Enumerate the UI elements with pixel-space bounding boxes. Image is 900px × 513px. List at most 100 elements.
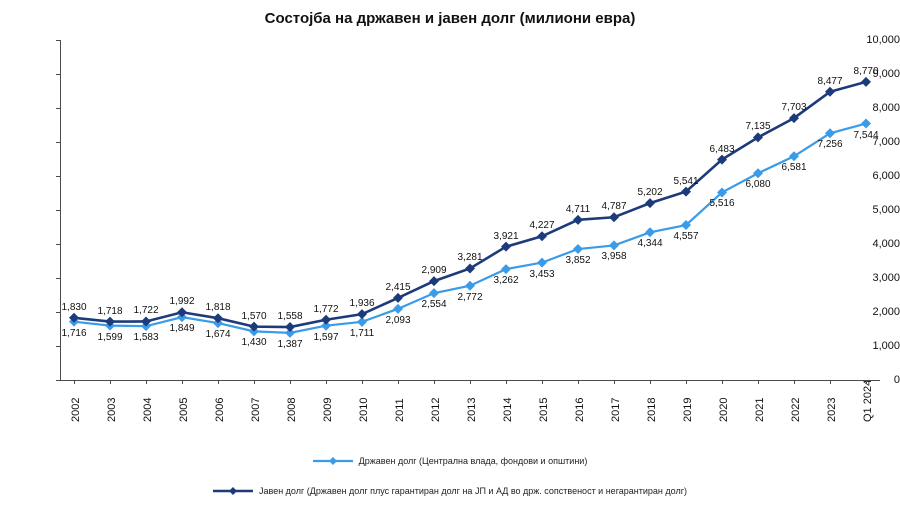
y-tick-label: 5,000	[848, 204, 900, 216]
marker-diamond	[609, 212, 619, 222]
data-label-public_debt: 3,921	[493, 231, 518, 242]
x-tick-label: 2011	[394, 398, 406, 422]
y-tick-label: 10,000	[848, 34, 900, 46]
data-label-government_debt: 1,430	[241, 337, 266, 348]
y-tick-label: 2,000	[848, 306, 900, 318]
data-label-government_debt: 5,516	[709, 198, 734, 209]
data-label-public_debt: 1,718	[97, 306, 122, 317]
x-tick-label: 2019	[682, 398, 694, 422]
data-label-public_debt: 2,909	[421, 265, 446, 276]
data-label-public_debt: 1,772	[313, 304, 338, 315]
x-tick-label: Q1 2024	[862, 380, 874, 422]
x-tick-label: 2021	[754, 398, 766, 422]
marker-diamond	[357, 309, 367, 319]
x-tick-label: 2016	[574, 398, 586, 422]
data-label-public_debt: 6,483	[709, 144, 734, 155]
x-tick-label: 2003	[106, 398, 118, 422]
data-label-government_debt: 4,557	[673, 231, 698, 242]
x-axis-line	[60, 380, 880, 381]
data-label-government_debt: 2,554	[421, 299, 446, 310]
x-tick-label: 2008	[286, 398, 298, 422]
data-label-government_debt: 7,544	[853, 130, 878, 141]
marker-diamond	[573, 244, 583, 254]
y-axis-line	[60, 40, 61, 380]
data-label-public_debt: 5,541	[673, 176, 698, 187]
marker-diamond	[285, 322, 295, 332]
y-tick-label: 8,000	[848, 102, 900, 114]
y-tick-label: 6,000	[848, 170, 900, 182]
marker-diamond	[645, 227, 655, 237]
x-tick-label: 2010	[358, 398, 370, 422]
data-label-government_debt: 3,453	[529, 269, 554, 280]
marker-diamond	[501, 264, 511, 274]
data-label-government_debt: 7,256	[817, 139, 842, 150]
data-label-public_debt: 3,281	[457, 252, 482, 263]
legend-swatch-public	[213, 485, 253, 497]
data-label-public_debt: 1,936	[349, 298, 374, 309]
marker-diamond	[609, 240, 619, 250]
x-tick-label: 2009	[322, 398, 334, 422]
data-label-public_debt: 1,818	[205, 302, 230, 313]
data-label-government_debt: 1,599	[97, 332, 122, 343]
data-label-government_debt: 1,597	[313, 332, 338, 343]
data-label-government_debt: 1,711	[350, 328, 374, 339]
data-label-government_debt: 2,772	[457, 292, 482, 303]
data-label-government_debt: 3,852	[565, 255, 590, 266]
data-label-public_debt: 4,227	[529, 220, 554, 231]
x-tick-label: 2004	[142, 398, 154, 422]
data-label-public_debt: 1,558	[277, 311, 302, 322]
data-label-government_debt: 6,080	[745, 179, 770, 190]
data-label-public_debt: 1,722	[133, 305, 158, 316]
x-tick-label: 2002	[70, 398, 82, 422]
marker-diamond	[573, 215, 583, 225]
data-label-public_debt: 8,477	[817, 76, 842, 87]
x-tick-label: 2017	[610, 398, 622, 422]
y-tick-label: 4,000	[848, 238, 900, 250]
legend-label-government: Државен долг (Централна влада, фондови и…	[359, 456, 588, 466]
data-label-government_debt: 4,344	[637, 238, 662, 249]
marker-diamond	[645, 198, 655, 208]
legend-label-public: Јавен долг (Државен долг плус гарантиран…	[259, 486, 687, 496]
chart-container: Состојба на државен и јавен долг (милион…	[0, 0, 900, 513]
data-label-public_debt: 4,711	[566, 204, 590, 215]
marker-diamond	[321, 315, 331, 325]
data-label-public_debt: 1,570	[241, 311, 266, 322]
x-tick-label: 2007	[250, 398, 262, 422]
data-label-government_debt: 3,262	[493, 275, 518, 286]
data-label-government_debt: 3,958	[601, 251, 626, 262]
data-label-public_debt: 4,787	[601, 201, 626, 212]
legend-row-2: Јавен долг (Државен долг плус гарантиран…	[0, 485, 900, 499]
data-label-public_debt: 8,770	[853, 66, 878, 77]
marker-diamond	[753, 168, 763, 178]
data-label-government_debt: 2,093	[385, 315, 410, 326]
marker-diamond	[537, 258, 547, 268]
marker-diamond	[861, 119, 871, 129]
data-label-public_debt: 1,830	[61, 302, 86, 313]
legend-swatch-government	[313, 455, 353, 467]
marker-diamond	[393, 293, 403, 303]
marker-diamond	[429, 276, 439, 286]
x-tick-label: 2014	[502, 398, 514, 422]
chart-title: Состојба на државен и јавен долг (милион…	[0, 10, 900, 27]
marker-diamond	[329, 457, 337, 465]
x-tick-label: 2013	[466, 398, 478, 422]
legend-row-1: Државен долг (Централна влада, фондови и…	[0, 455, 900, 469]
marker-diamond	[537, 231, 547, 241]
data-label-government_debt: 6,581	[781, 162, 806, 173]
data-label-government_debt: 1,583	[133, 332, 158, 343]
data-label-government_debt: 1,849	[169, 323, 194, 334]
x-tick-label: 2023	[826, 398, 838, 422]
y-tick-label: 3,000	[848, 272, 900, 284]
x-tick-label: 2018	[646, 398, 658, 422]
data-label-government_debt: 1,387	[277, 339, 302, 350]
data-label-public_debt: 1,992	[169, 296, 194, 307]
data-label-public_debt: 5,202	[637, 187, 662, 198]
x-tick-label: 2012	[430, 398, 442, 422]
marker-diamond	[429, 288, 439, 298]
x-tick-label: 2020	[718, 398, 730, 422]
data-label-government_debt: 1,674	[205, 329, 230, 340]
data-label-public_debt: 2,415	[385, 282, 410, 293]
marker-diamond	[229, 487, 237, 495]
x-tick-label: 2006	[214, 398, 226, 422]
marker-diamond	[465, 281, 475, 291]
